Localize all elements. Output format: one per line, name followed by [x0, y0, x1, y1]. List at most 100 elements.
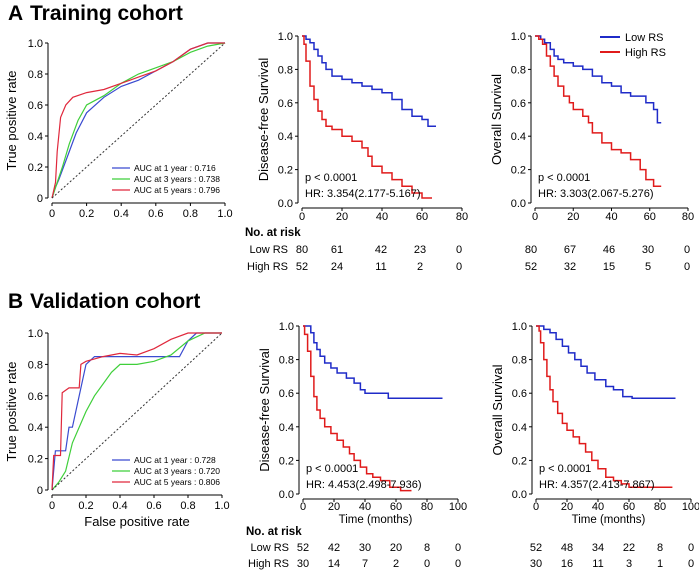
risk-cell-os: 1: [657, 558, 663, 570]
os-x-tick-label: 0: [533, 501, 539, 513]
risk-cell-dfs: 8: [424, 542, 430, 554]
dfs-x-label: Time (months): [339, 514, 413, 526]
dfs-y-tick-label: 0.8: [279, 355, 294, 367]
os-x-tick-label: 100: [682, 501, 699, 513]
risk-cell-dfs: 30: [297, 558, 309, 570]
dfs-plot: 0.0 0.2 0.4 0.6 0.8 1.0 0 20 40 60 80 100 Disease-fr…: [257, 321, 467, 526]
os-x-tick-label: 20: [567, 211, 579, 223]
risk-cell-os: 0: [688, 542, 694, 554]
os-y-tick-label: 1.0: [511, 31, 526, 43]
roc-x-tick-label: 0.4: [114, 208, 129, 220]
dfs-x-tick-label: 20: [328, 501, 340, 513]
roc-y-tick-label: 0.4: [28, 422, 43, 434]
panel-a: A Training cohort000.20.20.40.40.60.60.80…: [4, 2, 694, 273]
roc-y-label: True positive rate: [4, 71, 19, 171]
os-x-tick-label: 0: [532, 211, 538, 223]
roc-x-tick-label: 0.8: [183, 208, 198, 220]
risk-table-header: No. at risk: [246, 526, 302, 538]
dfs-x-tick-label: 0: [300, 501, 306, 513]
risk-cell-os: 3: [626, 558, 632, 570]
dfs-x-tick-label: 40: [376, 211, 388, 223]
risk-row-label: High RS: [248, 558, 289, 570]
os-hazard-ratio: HR: 3.303(2.067-5.276): [538, 188, 654, 200]
risk-cell-dfs: 30: [359, 542, 371, 554]
risk-cell-os: 11: [592, 558, 603, 570]
os-y-tick-label: 0.8: [511, 64, 526, 76]
dfs-hazard-ratio: HR: 3.354(2.177-5.167): [305, 188, 421, 200]
os-x-tick-label: 80: [682, 211, 694, 223]
risk-row-label: Low RS: [249, 244, 288, 256]
roc-x-label: False positive rate: [84, 514, 190, 529]
dfs-curve-low-rs: [303, 325, 443, 399]
dfs-p-value: p < 0.0001: [305, 172, 357, 184]
risk-cell-dfs: 0: [455, 558, 461, 570]
km-legend-label: Low RS: [625, 32, 664, 44]
roc-y-tick-label: 0.8: [28, 69, 43, 81]
roc-legend-label: AUC at 5 years : 0.806: [134, 477, 220, 487]
risk-cell-os: 52: [525, 261, 537, 273]
roc-reference-line: [51, 42, 226, 199]
os-y-tick-label: 0.6: [511, 98, 526, 110]
os-curve-low-rs: [535, 35, 662, 124]
roc-curve-5yr: [51, 332, 222, 491]
km-legend: Low RS High RS: [600, 32, 666, 59]
os-y-tick-label: 0.6: [512, 388, 527, 400]
os-y-tick-label: 0.2: [511, 165, 526, 177]
risk-cell-os: 15: [603, 261, 615, 273]
panel-letter: A: [8, 2, 23, 25]
panel-title: Validation cohort: [30, 290, 200, 313]
roc-curve-3yr: [51, 42, 226, 199]
roc-y-tick-label: 0.8: [28, 359, 43, 371]
dfs-curve-low-rs: [302, 35, 436, 127]
risk-cell-dfs: 7: [362, 558, 368, 570]
roc-x-tick-label: 0.6: [146, 500, 161, 512]
panel-b: B Validation cohort000.20.20.40.40.60.60.…: [4, 290, 699, 570]
risk-cell-dfs: 14: [328, 558, 340, 570]
risk-cell-dfs: 52: [297, 542, 309, 554]
roc-legend-label: AUC at 1 year : 0.716: [134, 163, 216, 173]
os-x-label: Time (months): [572, 514, 646, 526]
panel-letter: B: [8, 290, 23, 313]
dfs-x-tick-label: 0: [299, 211, 305, 223]
dfs-plot: 0.0 0.2 0.4 0.6 0.8 1.0 0 20 40 60 80 Disease-free …: [256, 31, 468, 223]
os-y-tick-label: 0.2: [512, 455, 527, 467]
roc-x-tick-label: 0.6: [148, 208, 163, 220]
dfs-p-value: p < 0.0001: [306, 463, 358, 475]
dfs-y-tick-label: 0.4: [279, 422, 294, 434]
dfs-y-tick-label: 0.2: [279, 455, 294, 467]
roc-x-tick-label: 1.0: [214, 500, 229, 512]
roc-reference-line: [51, 332, 223, 491]
os-y-tick-label: 0.0: [512, 489, 527, 501]
risk-cell-dfs: 23: [414, 244, 426, 256]
roc-x-tick-label: 0.2: [79, 208, 94, 220]
risk-cell-os: 0: [684, 261, 690, 273]
roc-x-tick-label: 0.8: [180, 500, 195, 512]
roc-y-tick-label: 0.6: [28, 391, 43, 403]
os-x-tick-label: 80: [654, 501, 666, 513]
roc-x-tick-label: 0.4: [112, 500, 127, 512]
risk-cell-dfs: 2: [393, 558, 399, 570]
dfs-x-tick-label: 60: [416, 211, 428, 223]
roc-y-tick-label: 0.2: [28, 454, 43, 466]
roc-x-tick-label: 0: [49, 500, 55, 512]
os-y-tick-label: 0.8: [512, 355, 527, 367]
dfs-y-tick-label: 0.2: [278, 165, 293, 177]
risk-cell-os: 67: [564, 244, 576, 256]
roc-y-tick-label: 0.4: [28, 131, 43, 143]
roc-y-tick-label: 0: [37, 485, 43, 497]
risk-table: No. at risk Low RS 80 61 42 23 0 80 67 46 30 0 High …: [245, 227, 690, 273]
roc-y-tick-label: 1.0: [28, 38, 43, 50]
roc-y-tick-label: 0.6: [28, 100, 43, 112]
dfs-y-tick-label: 1.0: [279, 321, 294, 333]
risk-cell-os: 48: [561, 542, 573, 554]
os-y-tick-label: 0.4: [512, 422, 527, 434]
os-y-tick-label: 0.0: [511, 198, 526, 210]
dfs-y-tick-label: 0.6: [279, 388, 294, 400]
risk-cell-dfs: 24: [331, 261, 343, 273]
dfs-y-tick-label: 1.0: [278, 31, 293, 43]
roc-legend-label: AUC at 5 years : 0.796: [134, 185, 220, 195]
risk-row-label: High RS: [247, 261, 288, 273]
risk-cell-os: 30: [642, 244, 654, 256]
risk-cell-os: 0: [684, 244, 690, 256]
